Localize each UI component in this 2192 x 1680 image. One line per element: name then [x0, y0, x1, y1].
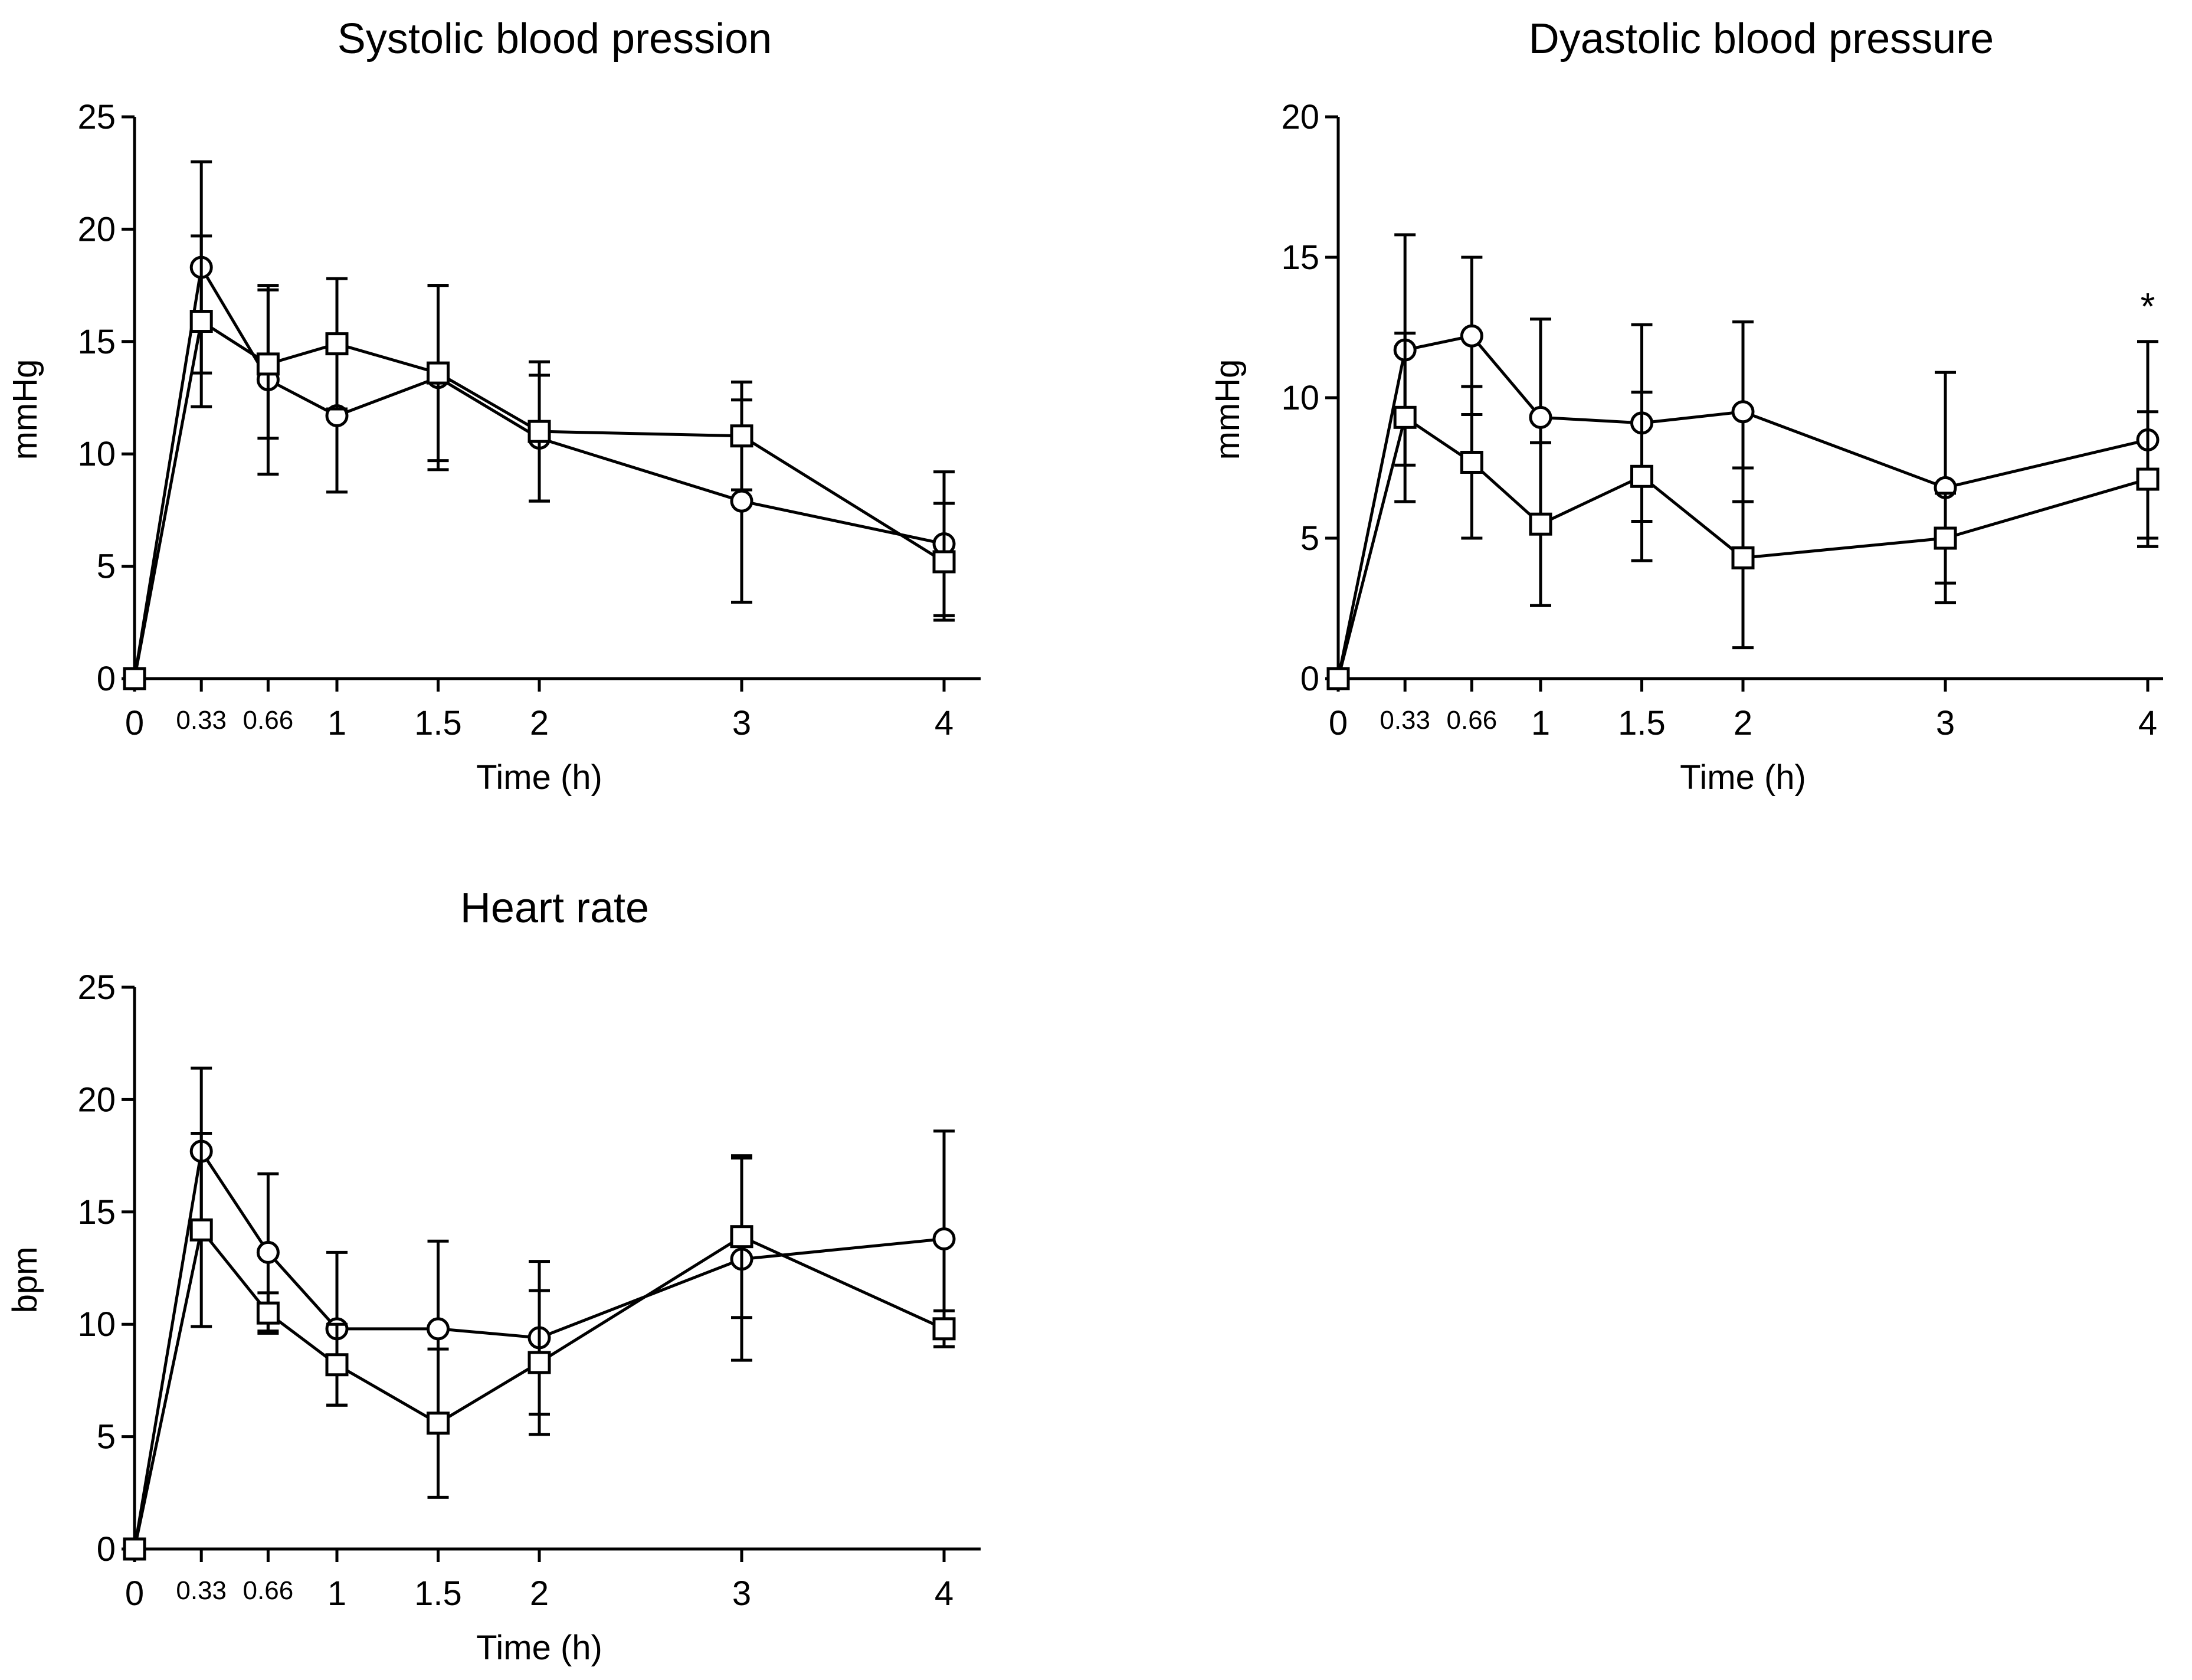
- y-tick-label: 10: [1281, 379, 1319, 417]
- data-point-square: [256, 1301, 280, 1325]
- data-point-square: [123, 1537, 146, 1561]
- chart-panel-3: Heart rate 0 5 10 15 20 25 0 0.33 0.66 1 1.5 2 3 4 Time…: [6, 885, 981, 1667]
- data-point-square: [1731, 546, 1755, 569]
- data-point-square: [730, 424, 753, 448]
- data-point-square: [1393, 405, 1417, 429]
- data-point-square: [932, 550, 956, 574]
- y-tick-label: 0: [97, 660, 116, 698]
- x-tick-label: 3: [732, 704, 751, 742]
- chart-panel-2: Dyastolic blood pressure 0 5 10 15 20 0 0.33 0.6…: [1208, 15, 2163, 797]
- x-tick-label: 2: [1734, 704, 1752, 742]
- y-axis-label: mmHg: [6, 359, 44, 460]
- x-tick-label: 2: [530, 1574, 549, 1613]
- data-point-square: [932, 1317, 956, 1341]
- data-point-square: [1529, 512, 1552, 536]
- data-point-circle: [730, 489, 753, 513]
- y-tick-label: 10: [77, 1305, 116, 1344]
- data-point-square: [2136, 467, 2160, 491]
- data-point-square: [189, 1218, 213, 1242]
- x-tick-label: 0: [1329, 704, 1348, 742]
- data-point-square: [123, 667, 146, 690]
- data-point-square: [1326, 667, 1350, 690]
- x-tick-label: 1: [1531, 704, 1550, 742]
- x-tick-label: 0.66: [243, 706, 294, 735]
- data-point-square: [256, 352, 280, 376]
- x-tick-label: 1.5: [1618, 704, 1666, 742]
- x-tick-label: 1: [327, 1574, 346, 1613]
- data-point-square: [1460, 450, 1483, 474]
- x-tick-label: 4: [935, 704, 954, 742]
- data-point-square: [189, 310, 213, 333]
- data-point-circle: [256, 1240, 280, 1264]
- data-point-square: [325, 1353, 349, 1377]
- y-tick-label: 20: [1281, 98, 1319, 136]
- data-point-circle: [1529, 405, 1552, 429]
- x-tick-label: 3: [1936, 704, 1955, 742]
- y-tick-label: 25: [77, 98, 116, 136]
- y-axis-label: bpm: [6, 1247, 44, 1314]
- data-point-square: [1934, 526, 1957, 550]
- data-point-square: [1630, 464, 1653, 488]
- y-tick-label: 5: [97, 1418, 116, 1456]
- chart-title: Heart rate: [460, 885, 649, 932]
- y-tick-label: 10: [77, 435, 116, 473]
- significance-annotation: *: [2141, 285, 2155, 328]
- data-point-circle: [427, 1317, 450, 1341]
- x-tick-label: 0.33: [176, 706, 227, 735]
- y-tick-label: 0: [1300, 660, 1319, 698]
- chart-panel-1: Systolic blood pression 0 5 10 15 20 25 0 0.33 0.…: [6, 15, 981, 797]
- y-tick-label: 15: [77, 1193, 116, 1232]
- x-tick-label: 0: [125, 704, 144, 742]
- data-point-square: [427, 361, 450, 385]
- series-line-circle: [133, 1147, 945, 1550]
- x-tick-label: 0.33: [1380, 706, 1430, 735]
- x-tick-label: 0: [125, 1574, 144, 1613]
- x-tick-label: 0.66: [243, 1576, 294, 1605]
- y-tick-label: 5: [1300, 519, 1319, 558]
- chart-title: Systolic blood pression: [338, 15, 772, 63]
- y-tick-label: 15: [77, 323, 116, 361]
- series-line-square: [133, 1226, 945, 1550]
- data-point-square: [730, 1225, 753, 1249]
- data-point-square: [427, 1412, 450, 1435]
- x-axis-label: Time (h): [1680, 758, 1806, 797]
- x-tick-label: 1.5: [414, 1574, 462, 1613]
- y-tick-label: 15: [1281, 238, 1319, 277]
- series-line-circle: [133, 263, 945, 679]
- y-tick-label: 25: [77, 968, 116, 1007]
- x-tick-label: 3: [732, 1574, 751, 1613]
- x-tick-label: 1.5: [414, 704, 462, 742]
- chart-title: Dyastolic blood pressure: [1529, 15, 1994, 63]
- x-tick-label: 0.66: [1447, 706, 1498, 735]
- data-point-square: [527, 420, 551, 443]
- x-axis-label: Time (h): [476, 758, 602, 797]
- data-point-circle: [932, 1227, 956, 1250]
- x-tick-label: 2: [530, 704, 549, 742]
- y-tick-label: 20: [77, 210, 116, 248]
- data-point-square: [325, 332, 349, 356]
- x-tick-label: 4: [2138, 704, 2157, 742]
- x-tick-label: 0.33: [176, 1576, 227, 1605]
- series-square: [1326, 332, 2160, 690]
- x-tick-label: 4: [935, 1574, 954, 1613]
- y-axis-label: mmHg: [1208, 359, 1247, 460]
- series-square: [123, 1132, 956, 1561]
- data-point-square: [527, 1351, 551, 1374]
- y-tick-label: 20: [77, 1080, 116, 1119]
- x-tick-label: 1: [327, 704, 346, 742]
- y-tick-label: 0: [97, 1530, 116, 1568]
- x-axis-label: Time (h): [476, 1629, 602, 1667]
- data-point-circle: [1460, 324, 1483, 348]
- y-tick-label: 5: [97, 548, 116, 586]
- series-square: [123, 234, 956, 690]
- data-point-circle: [1731, 400, 1755, 424]
